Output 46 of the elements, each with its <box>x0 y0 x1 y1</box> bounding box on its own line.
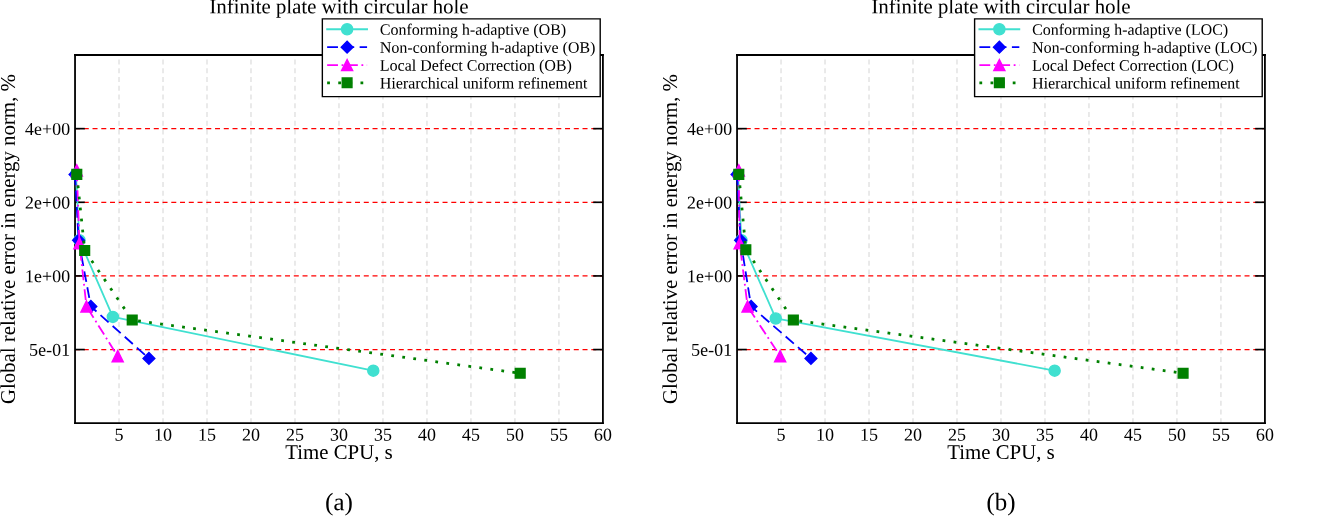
x-tick-label: 10 <box>817 428 834 441</box>
y-tick-label: 5e-01 <box>30 343 70 357</box>
y-tick-label: 5e-01 <box>692 343 732 357</box>
legend-label: Non-conforming h-adaptive (LOC) <box>1032 41 1257 57</box>
x-tick-label: 50 <box>506 428 524 441</box>
x-tick-label: 35 <box>1036 428 1054 441</box>
legend-label: Conforming h-adaptive (LOC) <box>1032 23 1228 39</box>
x-tick-label: 55 <box>550 428 568 441</box>
x-tick-label: 10 <box>155 428 172 441</box>
text: (b) <box>987 492 1015 516</box>
x-tick-label: 45 <box>462 428 480 441</box>
x-tick-label: 15 <box>199 428 216 441</box>
legend-label: Conforming h-adaptive (OB) <box>380 23 566 39</box>
x-tick-label: 30 <box>330 428 348 441</box>
y-tick-label: 1e+00 <box>688 270 732 283</box>
legend-label: Hierarchical uniform refinement <box>380 77 588 89</box>
y-axis-title: Global relative error in energy norm, % <box>0 74 20 404</box>
x-tick-label: 50 <box>1168 428 1186 441</box>
x-tick-label: 15 <box>861 428 878 441</box>
x-tick-label: 5 <box>115 428 123 441</box>
legend-label: Hierarchical uniform refinement <box>1032 77 1240 89</box>
x-tick-label: 40 <box>1080 428 1098 441</box>
x-axis-title: Time CPU, s <box>947 445 1054 463</box>
x-tick-label: 5 <box>777 428 785 441</box>
y-tick-label: 4e+00 <box>687 122 732 136</box>
y-tick-label: 2e+00 <box>25 196 70 209</box>
x-tick-label: 20 <box>242 428 260 441</box>
y-axis-title: Global relative error in energy norm, % <box>662 74 682 404</box>
x-tick-label: 25 <box>948 428 966 441</box>
x-tick-label: 60 <box>1256 428 1274 441</box>
x-axis-title: Time CPU, s <box>285 445 392 463</box>
legend-label: Local Defect Correction (OB) <box>380 59 572 75</box>
y-tick-label: 1e+00 <box>26 270 70 283</box>
legend-label: Local Defect Correction (LOC) <box>1032 59 1234 75</box>
text: (a) <box>326 492 352 516</box>
x-tick-label: 60 <box>594 428 612 441</box>
y-tick-label: 2e+00 <box>687 196 732 209</box>
x-tick-label: 55 <box>1212 428 1230 441</box>
x-tick-label: 40 <box>418 428 436 441</box>
x-tick-label: 20 <box>904 428 922 441</box>
x-tick-label: 45 <box>1124 428 1142 441</box>
y-tick-label: 4e+00 <box>25 122 70 136</box>
x-tick-label: 25 <box>286 428 304 441</box>
legend-label: Non-conforming h-adaptive (OB) <box>380 41 595 57</box>
x-tick-label: 30 <box>992 428 1010 441</box>
x-tick-label: 35 <box>374 428 392 441</box>
